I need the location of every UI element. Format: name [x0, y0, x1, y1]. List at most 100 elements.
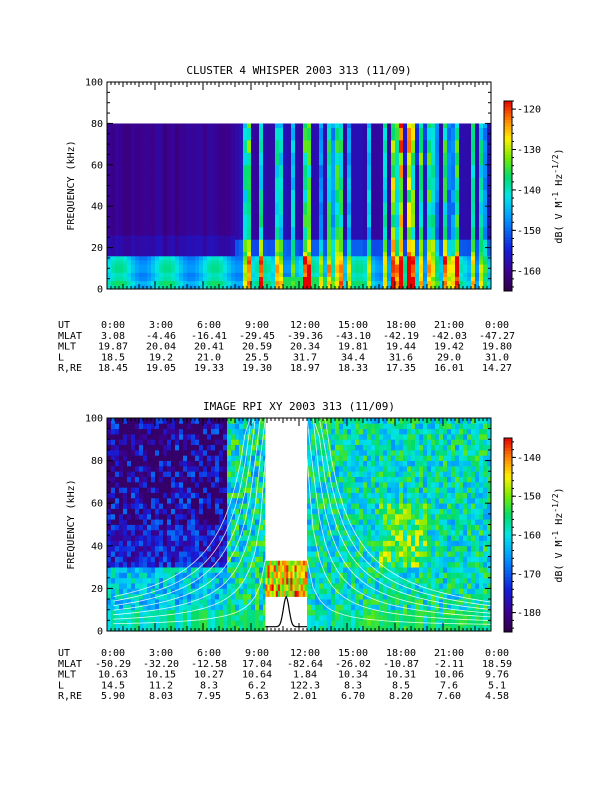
ephemeris-value: -2.11 — [434, 659, 464, 670]
gap-strip — [265, 558, 308, 598]
ephemeris-value: 10.31 — [386, 670, 416, 681]
ephemeris-value: -10.87 — [383, 659, 419, 670]
y-tick-label: 100 — [85, 414, 103, 425]
colorbar-tick-label: -140 — [517, 185, 541, 196]
colorbar-tick-label: -140 — [517, 453, 541, 464]
ephemeris-value: 14.5 — [101, 680, 125, 691]
ephemeris-value: 19.44 — [386, 342, 416, 353]
ephemeris-value: 21:00 — [434, 320, 464, 331]
colorbar-tick-label: -160 — [517, 531, 541, 542]
panel-image: IMAGE RPI XY 2003 313 (11/09) 0 20 40 60 80 10… — [58, 400, 565, 702]
ephemeris-value: -42.03 — [431, 331, 467, 342]
ephemeris-value: -43.10 — [335, 331, 371, 342]
ephemeris-value: 8.5 — [392, 680, 410, 691]
ephemeris-value: 17.35 — [386, 363, 416, 374]
ephemeris-value: 20.04 — [146, 342, 176, 353]
ephemeris-value: 8.3 — [200, 680, 218, 691]
ephemeris-value: 11.2 — [149, 680, 173, 691]
y-tick-label: 40 — [91, 541, 103, 552]
ephemeris-value: 9:00 — [245, 320, 269, 331]
colorbar-label: dB( V M-1 Hz-1/2) — [551, 487, 566, 582]
y-tick-label: 40 — [91, 202, 103, 213]
ephemeris-table: UT 0:00 3:00 6:00 9:00 12:00 15:00 18:00 21:00 0:… — [58, 320, 515, 374]
ephemeris-value: 25.5 — [245, 352, 269, 363]
colorbar-label: dB( V M-1 Hz-1/2) — [551, 148, 566, 243]
ephemeris-value: -16.41 — [191, 331, 227, 342]
ephemeris-label: UT — [58, 648, 70, 659]
ephemeris-value: 15:00 — [338, 648, 368, 659]
ephemeris-value: 10.15 — [146, 670, 176, 681]
panel-title: CLUSTER 4 WHISPER 2003 313 (11/09) — [186, 64, 411, 77]
ephemeris-value: 18.45 — [98, 363, 128, 374]
ephemeris-value: 8.20 — [389, 691, 413, 702]
ephemeris-value: 17.04 — [242, 659, 272, 670]
ephemeris-value: 7.6 — [440, 680, 458, 691]
ephemeris-value: -42.19 — [383, 331, 419, 342]
y-axis-label: FREQUENCY (kHz) — [66, 140, 77, 230]
x-axis — [106, 82, 492, 289]
ephemeris-value: 18.33 — [338, 363, 368, 374]
ephemeris-value: 3:00 — [149, 648, 173, 659]
ephemeris-value: -39.36 — [287, 331, 323, 342]
ephemeris-value: -12.58 — [191, 659, 227, 670]
ephemeris-value: 18.5 — [101, 352, 125, 363]
ephemeris-value: 1.84 — [293, 670, 317, 681]
ephemeris-value: -29.45 — [239, 331, 275, 342]
x-axis — [106, 418, 492, 631]
ephemeris-label: MLAT — [58, 659, 82, 670]
y-tick-label: 80 — [91, 119, 103, 130]
ephemeris-value: 21.0 — [197, 352, 221, 363]
ephemeris-value: 12:00 — [290, 648, 320, 659]
ephemeris-value: -32.20 — [143, 659, 179, 670]
ephemeris-value: 19.30 — [242, 363, 272, 374]
ephemeris-value: -4.46 — [146, 331, 176, 342]
ephemeris-value: 5.90 — [101, 691, 125, 702]
colorbar-tick-label: -150 — [517, 226, 541, 237]
panel-cluster: CLUSTER 4 WHISPER 2003 313 (11/09) 0 20 40 6… — [58, 64, 565, 374]
colorbar-tick-label: -170 — [517, 569, 541, 580]
ephemeris-label: MLT — [58, 342, 76, 353]
y-tick-label: 60 — [91, 160, 103, 171]
ephemeris-value: 7.60 — [437, 691, 461, 702]
colorbar-tick-label: -160 — [517, 266, 541, 277]
ephemeris-value: 6:00 — [197, 320, 221, 331]
ephemeris-value: -47.27 — [479, 331, 515, 342]
spectrogram — [107, 123, 492, 290]
colorbar-tick-label: -130 — [517, 145, 541, 156]
ephemeris-value: 19.80 — [482, 342, 512, 353]
ephemeris-value: 6.2 — [248, 680, 266, 691]
colorbar-tick-label: -120 — [517, 105, 541, 116]
y-tick-label: 0 — [97, 627, 103, 638]
panel-title: IMAGE RPI XY 2003 313 (11/09) — [203, 400, 395, 413]
ephemeris-value: 10.27 — [194, 670, 224, 681]
ephemeris-value: 31.7 — [293, 352, 317, 363]
ephemeris-table: UT 0:00 3:00 6:00 9:00 12:00 15:00 18:00 21:00 0:… — [58, 648, 512, 702]
ephemeris-value: 16.01 — [434, 363, 464, 374]
ephemeris-value: 19.87 — [98, 342, 128, 353]
colorbar: -140 -150 -160 -170 -180 dB( V M-1 Hz-1/2) — [503, 437, 566, 633]
data-gap — [265, 418, 307, 561]
ephemeris-value: 19.05 — [146, 363, 176, 374]
ephemeris-value: 0:00 — [485, 648, 509, 659]
colorbar-tick-label: -150 — [517, 492, 541, 503]
ephemeris-label: L — [58, 680, 64, 691]
ephemeris-value: 5.1 — [488, 680, 506, 691]
ephemeris-value: 3.08 — [101, 331, 125, 342]
ephemeris-value: 10.06 — [434, 670, 464, 681]
ephemeris-value: 20.41 — [194, 342, 224, 353]
ephemeris-value: 7.95 — [197, 691, 221, 702]
ephemeris-value: 0:00 — [101, 320, 125, 331]
ephemeris-value: 19.2 — [149, 352, 173, 363]
ephemeris-value: 31.0 — [485, 352, 509, 363]
y-axis: 0 20 40 60 80 100 — [85, 414, 491, 638]
spike-trace — [265, 595, 307, 628]
ephemeris-value: 18:00 — [386, 648, 416, 659]
ephemeris-value: 19.42 — [434, 342, 464, 353]
y-axis: 0 20 40 60 80 100 — [85, 78, 491, 296]
colorbar-frame — [503, 100, 513, 292]
ephemeris-value: 10.63 — [98, 670, 128, 681]
ephemeris-value: 10.34 — [338, 670, 368, 681]
colorbar: -120 -130 -140 -150 -160 dB( V M-1 Hz-1/2) — [503, 100, 566, 292]
y-tick-label: 80 — [91, 456, 103, 467]
